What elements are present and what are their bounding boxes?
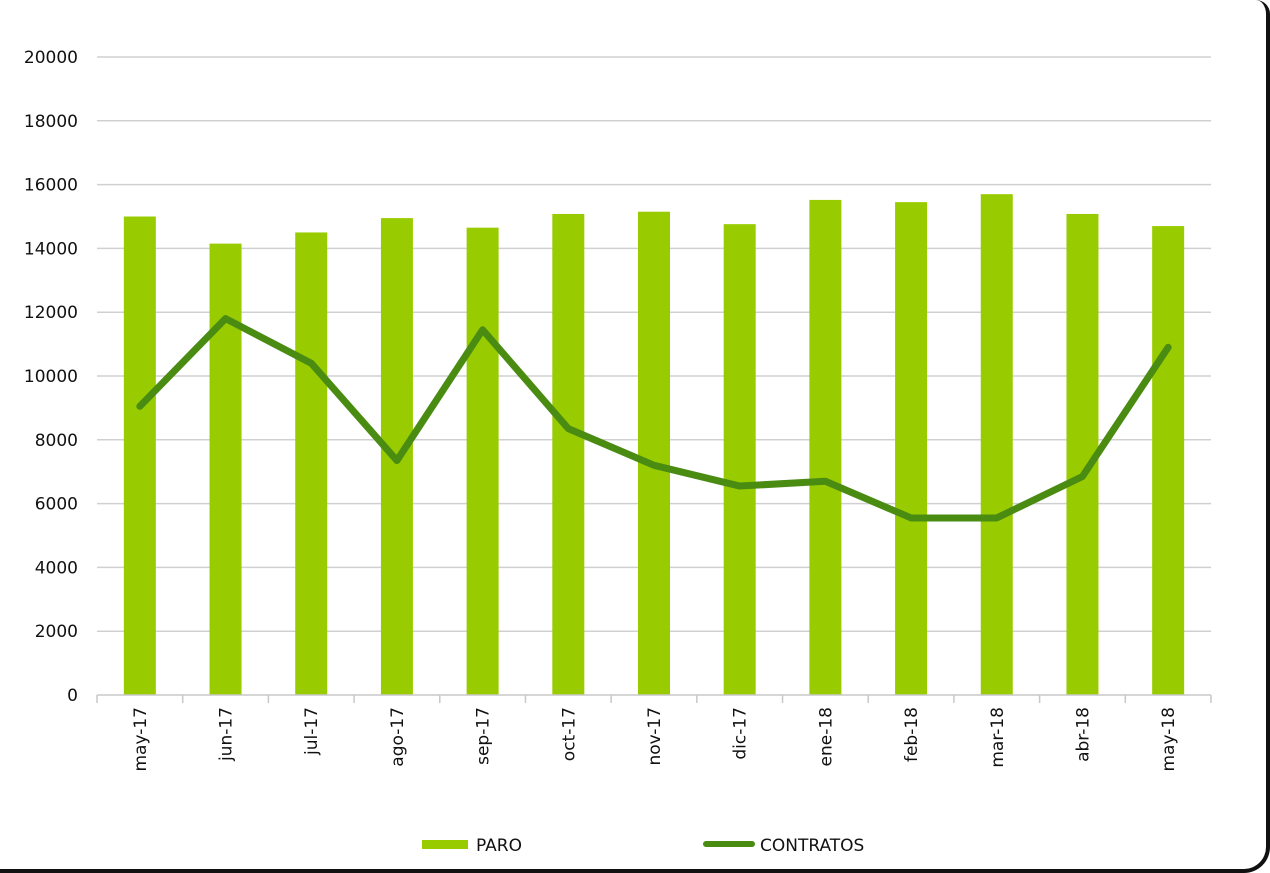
- x-tick-label: oct-17: [559, 707, 579, 761]
- legend-label-paro: PARO: [476, 836, 522, 856]
- y-tick-label: 6000: [35, 495, 78, 515]
- paro-bar: [123, 216, 156, 695]
- y-tick-label: 4000: [35, 558, 78, 578]
- paro-bar: [466, 227, 499, 696]
- x-tick-labels: may-17 jun-17 jul-17 ago-17 sep-17 oct-17 nov-…: [131, 707, 1179, 772]
- contratos-line-group: [136, 315, 1172, 522]
- paro-bar: [638, 211, 670, 695]
- paro-bar: [209, 243, 242, 696]
- x-tick-label: ago-17: [388, 707, 408, 767]
- y-tick-label: 16000: [24, 176, 78, 196]
- paro-bars: [123, 194, 1185, 696]
- paro-bar: [295, 232, 328, 695]
- x-tick-label: ene-18: [816, 707, 836, 766]
- y-tick-label: 2000: [35, 622, 78, 642]
- x-tick-label: may-17: [131, 707, 151, 772]
- y-tick-label: 20000: [24, 48, 78, 68]
- x-tick-label: nov-17: [645, 707, 665, 766]
- x-tick-label: mar-18: [988, 707, 1008, 768]
- x-tick-label: feb-18: [902, 707, 922, 762]
- legend: PARO CONTRATOS: [422, 836, 864, 856]
- x-tick-label: may-18: [1159, 707, 1179, 772]
- axes: [96, 694, 1212, 703]
- legend-label-contratos: CONTRATOS: [760, 836, 864, 856]
- x-tick-label: dic-17: [731, 707, 751, 760]
- contratos-line: [136, 315, 1172, 522]
- paro-bar: [552, 213, 585, 695]
- legend-swatch-paro: [422, 840, 468, 849]
- y-tick-label: 18000: [24, 112, 78, 132]
- paro-bar: [980, 194, 1013, 696]
- paro-bar: [809, 199, 842, 696]
- paro-bar: [723, 224, 756, 695]
- paro-bar: [1152, 226, 1185, 695]
- x-tick-label: sep-17: [474, 707, 494, 765]
- x-tick-label: jul-17: [302, 707, 322, 756]
- y-tick-label: 14000: [24, 239, 78, 259]
- x-tick-label: abr-18: [1073, 707, 1093, 762]
- y-tick-label: 0: [67, 686, 78, 706]
- y-tick-label: 10000: [24, 367, 78, 387]
- y-tick-label: 12000: [24, 303, 78, 323]
- y-tick-label: 8000: [35, 431, 78, 451]
- paro-bar: [895, 202, 928, 695]
- y-tick-labels: 0 2000 4000 6000 8000 10000 12000 14000 16000 180…: [24, 48, 78, 706]
- x-tick-label: jun-17: [217, 707, 237, 762]
